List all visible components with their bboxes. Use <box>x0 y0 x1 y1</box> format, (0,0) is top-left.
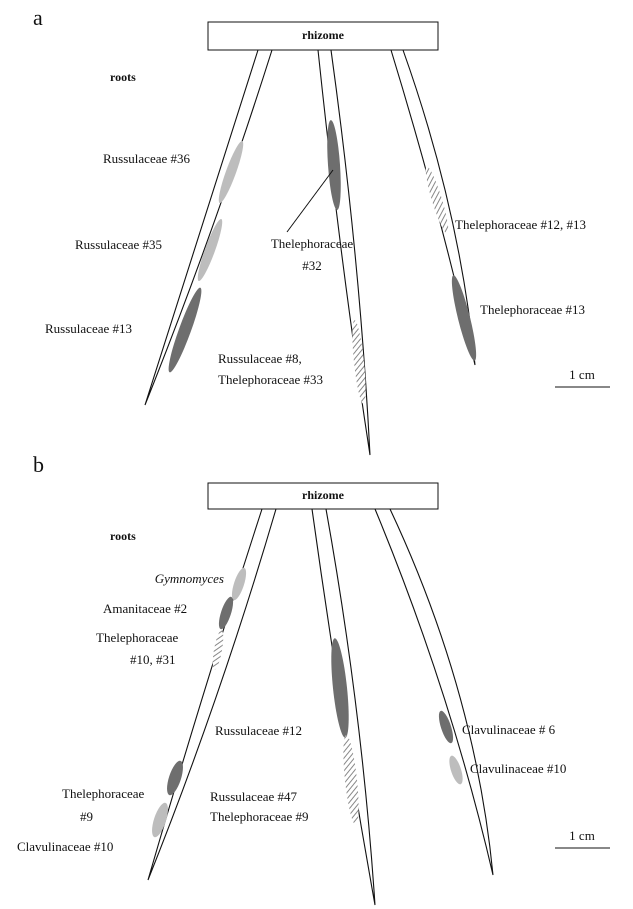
root <box>375 509 493 875</box>
roots-label: roots <box>110 70 136 84</box>
rhizome-label: rhizome <box>302 28 345 42</box>
roots-label: roots <box>110 529 136 543</box>
annotation: Thelephoraceae <box>96 630 179 645</box>
panel-a: a rhizome roots Russulaceae #36 Russulac… <box>33 5 610 455</box>
annotation: Gymnomyces <box>155 571 224 586</box>
annotation: #32 <box>302 258 322 273</box>
annotation: Thelephoraceae <box>271 236 354 251</box>
rhizome-label: rhizome <box>302 488 345 502</box>
annotation: Clavulinaceae # 6 <box>462 722 556 737</box>
annotation: Thelephoraceae #33 <box>218 372 323 387</box>
root <box>148 509 276 880</box>
panel-label: b <box>33 452 44 477</box>
panel-b: b rhizome roots Gymnomyces Amanitaceae #… <box>17 452 610 905</box>
annotation: Russulaceae #13 <box>45 321 132 336</box>
annotation: #9 <box>80 809 93 824</box>
annotation: Clavulinaceae #10 <box>17 839 113 854</box>
annotation: Thelephoraceae #12, #13 <box>455 217 586 232</box>
diagram: a rhizome roots Russulaceae #36 Russulac… <box>0 0 633 909</box>
annotation: Clavulinaceae #10 <box>470 761 566 776</box>
fungus <box>350 320 369 405</box>
annotation: Russulaceae #36 <box>103 151 191 166</box>
annotation: #10, #31 <box>130 652 176 667</box>
panel-label: a <box>33 5 43 30</box>
annotation: Amanitaceae #2 <box>103 601 187 616</box>
annotation: Russulaceae #35 <box>75 237 162 252</box>
annotation: Russulaceae #8, <box>218 351 302 366</box>
scale-label: 1 cm <box>569 828 595 843</box>
annotation: Thelephoraceae #13 <box>480 302 585 317</box>
annotation: Russulaceae #47 <box>210 789 298 804</box>
scale-label: 1 cm <box>569 367 595 382</box>
annotation: Russulaceae #12 <box>215 723 302 738</box>
annotation: Thelephoraceae #9 <box>210 809 309 824</box>
annotation: Thelephoraceae <box>62 786 145 801</box>
leader-line <box>287 170 333 232</box>
